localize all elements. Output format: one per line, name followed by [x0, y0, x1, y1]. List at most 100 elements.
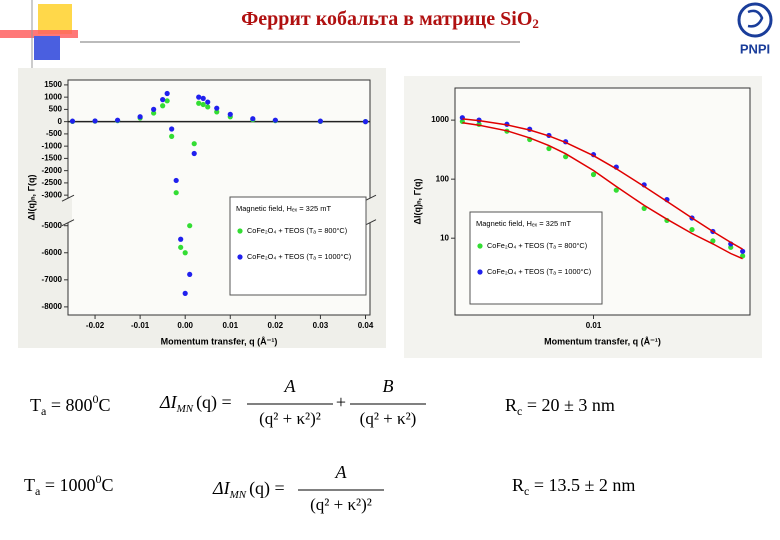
data-point — [169, 133, 175, 139]
data-point — [214, 109, 220, 115]
data-point — [689, 226, 695, 233]
data-point — [590, 171, 597, 178]
chart: 0.01 10 100 1000 Momentum transfer, q (Å⁻¹) Δ… — [412, 87, 751, 346]
x-tick-label: 0.04 — [358, 321, 374, 330]
data-point — [200, 101, 206, 108]
y-tick-label: 1500 — [44, 80, 62, 89]
x-axis-label: Momentum transfer, q (Å⁻¹) — [544, 336, 661, 346]
symbol: R — [505, 395, 517, 415]
fit-line — [462, 118, 743, 250]
data-point — [317, 118, 324, 124]
title-sub: 2 — [532, 16, 539, 31]
radius: Rc = 20 ± 3 nm — [505, 395, 615, 418]
x-tick-label: -0.01 — [131, 321, 150, 330]
y-tick-label: 500 — [49, 105, 63, 114]
legend-box — [469, 211, 603, 305]
data-point — [92, 118, 98, 124]
operator: + — [336, 392, 346, 412]
formula-lhs: ΔIMN (q) = — [159, 392, 232, 414]
data-point — [272, 117, 278, 123]
formula: ΔIMN (q) = A (q² + κ²)² + B (q² + κ²) — [159, 376, 426, 428]
lhs-arg: (q) = — [196, 392, 232, 413]
lhs: ΔI — [159, 392, 178, 412]
data-point — [191, 141, 197, 147]
y-tick-label: 10 — [440, 233, 449, 242]
y-tick-label: 1000 — [44, 92, 62, 101]
data-point — [178, 236, 184, 242]
data-point — [250, 116, 256, 122]
y-tick-label: -7000 — [42, 275, 63, 284]
data-point — [205, 104, 211, 110]
symbol: T — [30, 395, 41, 415]
data-point — [173, 190, 179, 196]
data-point — [740, 248, 746, 254]
logo-text: PNPI — [740, 41, 770, 56]
legend-marker — [237, 228, 243, 234]
formula: ΔIMN (q) = A (q² + κ²)² — [212, 462, 384, 514]
y-tick-label: -5000 — [42, 221, 63, 230]
numerator: A — [335, 462, 348, 482]
anneal-temp: Ta = 10000C — [24, 472, 114, 498]
data-point — [740, 253, 746, 259]
denominator: (q² + κ²)² — [259, 409, 321, 428]
data-point — [164, 98, 170, 104]
y-tick-label: -3000 — [42, 190, 63, 199]
denominator: (q² + κ²) — [360, 409, 417, 428]
y-tick-label: 1000 — [431, 115, 449, 124]
symbol: T — [24, 475, 35, 495]
data-point — [69, 118, 76, 124]
decor-yellow — [38, 4, 72, 34]
legend-marker — [477, 269, 483, 275]
y-tick-label: -6000 — [42, 248, 63, 257]
formula-lhs: ΔIMN (q) = — [212, 478, 285, 500]
data-point — [191, 150, 197, 157]
data-point — [137, 114, 143, 120]
data-point — [362, 119, 369, 125]
x-tick-label: 0.03 — [313, 321, 329, 330]
data-point — [160, 97, 166, 103]
slide-title: Феррит кобальта в матрице SiO2 — [241, 8, 539, 31]
symbol-sub: c — [517, 404, 522, 418]
data-point — [160, 103, 166, 109]
y-tick-label: -500 — [46, 129, 63, 138]
data-point — [205, 99, 211, 105]
legend-annotation: Magnetic field, Hₑₓ = 325 mT — [236, 204, 331, 213]
legend-label: CoFe₂O₄ + TEOS (Tₐ = 800°C) — [247, 226, 347, 235]
logo-swirl — [747, 9, 764, 28]
data-point — [169, 126, 175, 132]
data-point — [641, 205, 647, 211]
logo-ring — [737, 2, 773, 38]
symbol-sub: a — [41, 404, 47, 418]
chart: -0.02 -0.01 0.00 0.01 0.02 0.03 0.04 1500 1000 50… — [26, 79, 377, 346]
symbol-sub: c — [524, 484, 529, 498]
data-point — [151, 106, 157, 112]
y-tick-label: -8000 — [42, 302, 63, 311]
legend-label: CoFe₂O₄ + TEOS (Tₐ = 800°C) — [487, 241, 587, 250]
value: = 20 ± 3 nm — [522, 395, 615, 415]
symbol: R — [512, 475, 524, 495]
denominator: (q² + κ²)² — [310, 495, 372, 514]
data-point — [187, 223, 193, 229]
data-point — [546, 145, 552, 152]
symbol-sub: a — [35, 484, 41, 498]
data-point — [187, 271, 193, 278]
x-axis-label: Momentum transfer, q (Å⁻¹) — [161, 336, 278, 346]
y-tick-label: 100 — [436, 174, 450, 183]
legend-label: CoFe₂O₄ + TEOS (Tₐ = 1000°C) — [247, 252, 351, 261]
lhs-sub: MN — [229, 489, 247, 501]
axis-break-gap — [64, 198, 72, 223]
y-tick-label: -2000 — [42, 166, 63, 175]
y-axis-label: ΔI(q)ₙ, Γ(q) — [412, 179, 422, 225]
legend-marker — [237, 254, 243, 260]
data-point — [178, 244, 184, 250]
y-tick-label: 0 — [58, 117, 63, 126]
lhs-arg: (q) = — [249, 478, 285, 499]
axis-break-mark — [61, 194, 75, 202]
data-point — [200, 95, 206, 101]
unit: C — [98, 395, 110, 415]
data-point — [214, 105, 220, 111]
fit-line — [462, 122, 743, 260]
decor-red — [0, 30, 78, 38]
data-point — [196, 100, 202, 106]
